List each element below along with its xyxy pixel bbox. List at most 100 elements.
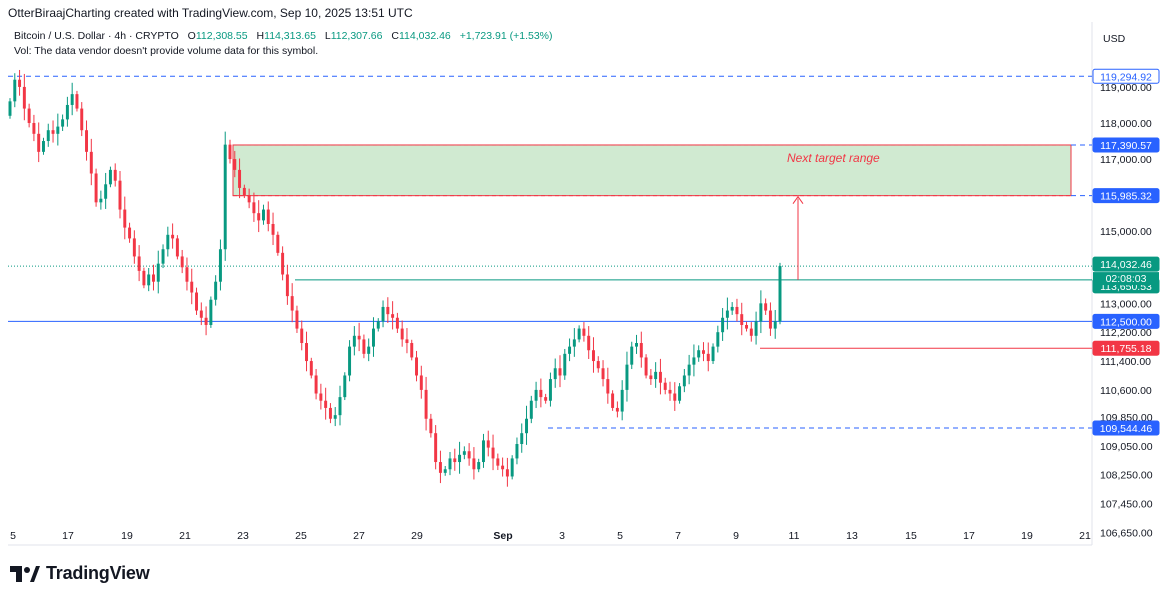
candle-body	[41, 141, 45, 152]
candle-body	[151, 274, 155, 282]
symbol-info: Bitcoin / U.S. Dollar · 4h · CRYPTO	[14, 30, 179, 42]
candle-body	[706, 353, 710, 362]
high-label: H	[256, 30, 265, 42]
price-label-text: 111,755.18	[1101, 343, 1152, 355]
candle-body	[166, 234, 170, 250]
candle-body	[458, 454, 462, 463]
candle-body	[615, 407, 619, 412]
candle-body	[190, 281, 194, 293]
candle-body	[328, 407, 332, 419]
close-label: C	[391, 30, 399, 42]
candle-body	[716, 332, 720, 347]
candle-body	[730, 306, 734, 311]
candle-body	[214, 281, 218, 300]
candle-body	[496, 458, 500, 466]
countdown-label: 02:08:03	[1093, 272, 1159, 286]
candle-body	[644, 357, 648, 376]
candle-body	[400, 328, 404, 340]
price-tick: 109,050.00	[1100, 441, 1153, 453]
price-label-box	[1092, 256, 1160, 272]
candle-body	[639, 343, 643, 358]
candle-body	[305, 343, 309, 362]
candle-body	[85, 130, 89, 152]
price-tick: 106,650.00	[1100, 527, 1153, 539]
candle-body	[175, 238, 179, 257]
candle-body	[218, 249, 222, 282]
time-tick: 21	[1079, 530, 1091, 542]
candle-body	[367, 346, 371, 354]
candle-body	[147, 274, 151, 286]
candle-body	[8, 101, 12, 116]
candle-body	[27, 108, 31, 123]
price-label-text: 119,294.92	[1100, 71, 1152, 83]
candle-body	[548, 379, 552, 401]
candle-body	[22, 86, 26, 109]
candle-body	[429, 418, 433, 434]
time-tick: 23	[237, 530, 249, 542]
candle-body	[687, 364, 691, 376]
time-tick: 11	[789, 530, 800, 542]
candle-body	[18, 79, 22, 87]
candle-body	[32, 122, 36, 134]
tradingview-logo[interactable]: TradingView	[10, 563, 150, 584]
candle-body	[65, 104, 69, 120]
candle-body	[553, 368, 557, 380]
candle-body	[601, 368, 605, 380]
candle-body	[563, 353, 567, 376]
candle-body	[123, 209, 127, 228]
candle-body	[180, 256, 184, 268]
time-tick: 13	[846, 530, 858, 542]
candle-body	[678, 386, 682, 401]
time-tick: 29	[411, 530, 423, 542]
price-tick: 115,000.00	[1100, 226, 1152, 238]
candle-body	[721, 317, 725, 333]
low-value: 112,307.66	[330, 30, 383, 42]
candle-body	[534, 389, 538, 401]
candle-body	[525, 418, 529, 434]
volume-note: Vol: The data vendor doesn't provide vol…	[14, 45, 319, 57]
time-axis: 5 17 19 21 23 25 27 29 Sep 3 5 7 9 11 13 15 17 19 21	[10, 530, 1091, 542]
price-label-box	[1092, 313, 1160, 329]
candle-body	[749, 328, 753, 336]
candle-body	[161, 249, 165, 264]
currency-label[interactable]: USD	[1103, 33, 1126, 45]
close-value: 114,032.46	[398, 30, 451, 42]
countdown-text: 02:08:03	[1106, 273, 1147, 285]
price-label: 114,032.46	[1092, 256, 1160, 272]
candle-body	[314, 375, 318, 394]
candle-body	[668, 389, 672, 394]
target-arrow	[792, 195, 804, 280]
candle-body	[228, 144, 232, 160]
price-label: 112,500.00	[1092, 313, 1160, 329]
candle-body	[572, 339, 576, 347]
candle-body	[156, 263, 160, 282]
candle-body	[682, 375, 686, 387]
price-label-text: 112,500.00	[1100, 316, 1152, 328]
candle-body	[319, 393, 323, 401]
candle-body	[415, 357, 419, 376]
price-tick: 108,250.00	[1100, 470, 1153, 482]
price-label-box	[1092, 68, 1160, 84]
candle-body	[276, 234, 280, 253]
price-label-box	[1092, 340, 1160, 356]
tradingview-logo-text: TradingView	[46, 563, 150, 583]
candle-body	[348, 346, 352, 376]
candle-body	[520, 433, 524, 445]
price-label-text: 109,544.46	[1100, 423, 1153, 435]
candle-body	[491, 447, 495, 459]
candle-body	[711, 346, 715, 362]
time-tick: 27	[353, 530, 365, 542]
candle-body	[486, 440, 490, 448]
candle-body	[271, 223, 275, 235]
candle-body	[376, 321, 380, 329]
open-label: O	[187, 30, 196, 42]
candle-body	[735, 306, 739, 315]
price-label-text: 115,985.32	[1100, 191, 1152, 203]
candle-body	[261, 209, 265, 221]
candle-body	[620, 389, 624, 412]
candle-body	[582, 328, 586, 336]
candle-body	[505, 469, 509, 477]
candle-body	[99, 198, 103, 203]
candle-body	[295, 310, 299, 329]
